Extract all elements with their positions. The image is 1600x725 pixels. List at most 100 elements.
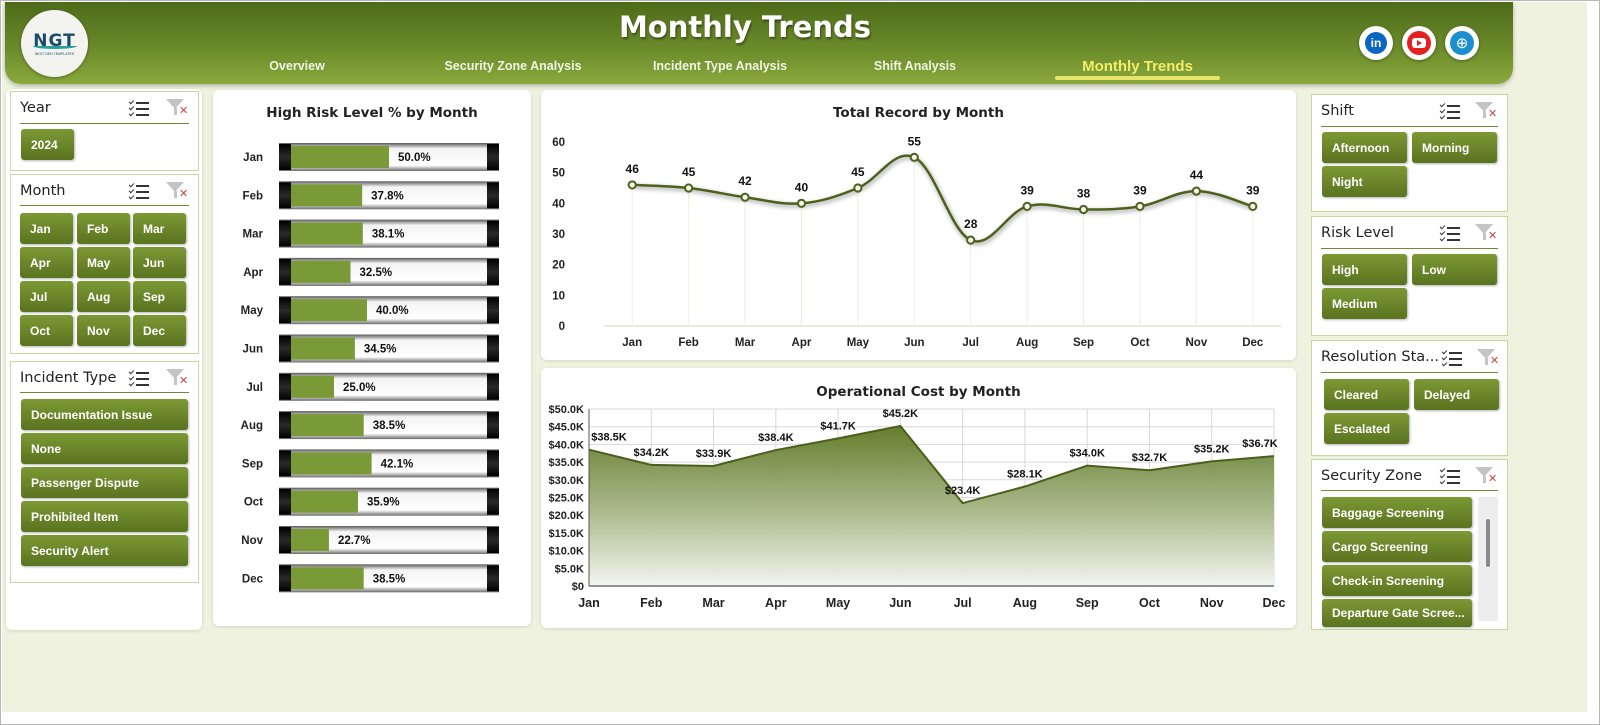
slicer-item-cargo-screening[interactable]: Cargo Screening [1322, 531, 1472, 562]
bar-value-label-apr: 32.5% [360, 267, 393, 279]
slicer-item-none[interactable]: None [21, 433, 188, 464]
tab-overview[interactable]: Overview [269, 59, 325, 73]
slicer-item-low[interactable]: Low [1412, 254, 1497, 285]
bar-dec [291, 567, 364, 590]
slicer-divider [20, 123, 189, 124]
line-data-label-may: 45 [851, 165, 865, 179]
header-bar: NGT NEXT GEN TEMPLATES Monthly Trends Ov… [5, 2, 1513, 84]
area-data-label-oct: $32.7K [1132, 452, 1168, 464]
bar-value-label-may: 40.0% [376, 305, 409, 317]
slicer-item-night[interactable]: Night [1322, 166, 1407, 197]
slicer-item-medium[interactable]: Medium [1322, 288, 1407, 319]
area-y-tick-label: $40.0K [549, 439, 585, 451]
line-data-label-mar: 42 [738, 174, 752, 188]
line-point-jun [909, 152, 919, 162]
tab-incident-type-analysis[interactable]: Incident Type Analysis [652, 59, 788, 73]
linkedin-button[interactable]: in [1359, 26, 1393, 60]
multi-select-icon[interactable] [128, 98, 151, 117]
clear-filter-icon[interactable]: ✕ [1477, 349, 1499, 367]
tab-security-zone-analysis[interactable]: Security Zone Analysis [444, 59, 582, 73]
tab-monthly-trends[interactable]: Monthly Trends [1082, 58, 1193, 75]
line-data-label-apr: 40 [795, 180, 809, 194]
slicer-item-month-feb[interactable]: Feb [77, 213, 130, 244]
slicer-item-month-jan[interactable]: Jan [20, 213, 73, 244]
area-data-label-jan: $38.5K [591, 432, 627, 444]
area-data-label-apr: $38.4K [758, 432, 794, 444]
clear-filter-icon[interactable]: ✕ [166, 99, 188, 117]
slicer-item-security-alert[interactable]: Security Alert [21, 535, 188, 566]
slicer-item-month-apr[interactable]: Apr [20, 247, 73, 278]
slicer-item-check-in-screening[interactable]: Check-in Screening [1322, 565, 1472, 596]
clear-filter-icon[interactable]: ✕ [1475, 467, 1497, 485]
bar-jun [291, 337, 355, 360]
bar-track-cap-left-jan [279, 144, 291, 170]
area-fill-operational-cost [589, 425, 1274, 586]
slicer-item-prohibited-item[interactable]: Prohibited Item [21, 501, 188, 532]
area-y-tick-label: $5.0K [555, 563, 584, 575]
bar-nov [291, 529, 329, 551]
line-y-tick-label: 60 [552, 137, 565, 149]
line-series-total-record [632, 154, 1254, 243]
brand-logo[interactable]: NGT NEXT GEN TEMPLATES [21, 10, 88, 77]
slicer-item-month-may[interactable]: May [77, 247, 130, 278]
slicer-divider [1321, 248, 1498, 249]
bar-value-label-jan: 50.0% [398, 152, 431, 164]
youtube-button[interactable] [1402, 26, 1436, 60]
slicer-item-month-aug[interactable]: Aug [77, 281, 130, 312]
slicer-item-month-sep[interactable]: Sep [133, 281, 186, 312]
multi-select-icon[interactable] [128, 181, 151, 200]
line-x-tick-label-aug: Aug [1016, 337, 1038, 349]
clear-filter-icon[interactable]: ✕ [166, 369, 188, 387]
multi-select-icon[interactable] [1439, 223, 1462, 242]
multi-select-icon[interactable] [128, 368, 151, 387]
slicer-item-escalated[interactable]: Escalated [1324, 413, 1409, 444]
slicer-item-high[interactable]: High [1322, 254, 1407, 285]
slicer-item-morning[interactable]: Morning [1412, 132, 1497, 163]
tab-shift-analysis[interactable]: Shift Analysis [873, 59, 957, 73]
area-y-tick-label: $10.0K [549, 546, 585, 558]
area-y-tick-label: $0 [572, 581, 584, 593]
shift-slicer: Shift ✕ Afternoon Morning Night [1311, 94, 1508, 212]
clear-filter-icon[interactable]: ✕ [1475, 102, 1497, 120]
slicer-item-year-2024[interactable]: 2024 [21, 129, 74, 160]
slicer-item-month-mar[interactable]: Mar [133, 213, 186, 244]
area-y-tick-label: $30.0K [549, 475, 585, 487]
slicer-item-month-jun[interactable]: Jun [133, 247, 186, 278]
bar-track-cap-left-jul [279, 373, 291, 400]
multi-select-icon[interactable] [1441, 348, 1464, 367]
bar-track-cap-left-jun [279, 335, 291, 362]
slicer-item-passenger-dispute[interactable]: Passenger Dispute [21, 467, 188, 498]
area-x-tick-label-feb: Feb [640, 596, 663, 610]
operational-cost-chart-title: Operational Cost by Month [816, 384, 1021, 400]
slicer-item-cleared[interactable]: Cleared [1324, 379, 1409, 410]
slicer-item-month-nov[interactable]: Nov [77, 315, 130, 346]
area-x-tick-label-may: May [826, 596, 850, 610]
slicer-item-delayed[interactable]: Delayed [1414, 379, 1499, 410]
multi-select-icon[interactable] [1439, 101, 1462, 120]
slicer-item-afternoon[interactable]: Afternoon [1322, 132, 1407, 163]
area-y-tick-label: $25.0K [549, 493, 585, 505]
multi-select-icon[interactable] [1439, 466, 1462, 485]
slicer-item-documentation-issue[interactable]: Documentation Issue [21, 399, 188, 430]
slicer-scrollbar[interactable] [1478, 497, 1498, 621]
slicer-item-month-dec[interactable]: Dec [133, 315, 186, 346]
line-y-tick-label: 30 [552, 229, 565, 241]
website-button[interactable]: ⊕ [1445, 26, 1479, 60]
slicer-item-month-oct[interactable]: Oct [20, 315, 73, 346]
slicer-item-baggage-screening[interactable]: Baggage Screening [1322, 497, 1472, 528]
area-data-label-feb: $34.2K [634, 447, 670, 459]
bar-value-label-mar: 38.1% [372, 229, 405, 241]
scrollbar-thumb[interactable] [1486, 519, 1490, 567]
month-slicer: Month ✕ Jan Feb Mar Apr May Jun Jul Aug … [10, 174, 199, 354]
slicer-item-month-jul[interactable]: Jul [20, 281, 73, 312]
line-data-label-feb: 45 [682, 165, 696, 179]
clear-filter-icon[interactable]: ✕ [1475, 224, 1497, 242]
line-point-aug [1022, 201, 1032, 212]
bar-category-label-sep: Sep [242, 458, 263, 470]
clear-filter-icon[interactable]: ✕ [166, 182, 188, 200]
line-point-jan [627, 180, 637, 190]
bar-jul [291, 375, 334, 398]
bar-track-cap-left-feb [279, 182, 291, 209]
slicer-item-departure-gate-screening[interactable]: Departure Gate Scree... [1322, 599, 1472, 627]
